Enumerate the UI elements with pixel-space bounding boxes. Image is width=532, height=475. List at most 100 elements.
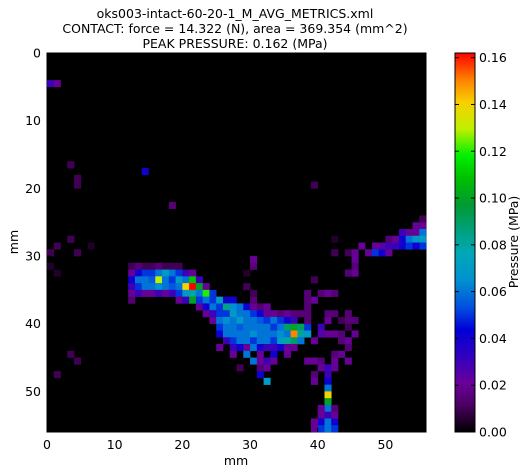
heatmap-cell [324,391,332,399]
heatmap-cell [351,269,359,277]
heatmap-cell [53,80,61,88]
heatmap-cell [168,262,176,270]
heatmap-cell [277,344,285,352]
heatmap-cell [155,262,163,270]
heatmap-cell [141,269,149,277]
heatmap-cell [277,316,285,325]
heatmap-cell [209,289,217,297]
heatmap-cell [256,364,264,372]
heatmap-cell [317,357,325,365]
heatmap-cell [155,283,163,291]
colorbar-tick-label: 0.04 [479,331,507,346]
heatmap-cell [351,256,359,264]
heatmap-cell [256,310,264,318]
heatmap-cell [128,276,136,284]
heatmap-cell [412,235,420,243]
heatmap-cell [47,249,55,257]
heatmap-cell [236,344,244,352]
heatmap-cell [351,262,359,270]
heatmap-cell [263,310,271,318]
heatmap-cell [256,350,264,358]
heatmap-cell [148,262,156,270]
colorbar-tick-label: 0.12 [479,144,507,159]
heatmap-cell [209,310,217,318]
heatmap-cell [412,228,420,237]
heatmap-cell [229,344,237,352]
heatmap-cell [222,337,231,345]
heatmap-cell [250,337,258,345]
heatmap-cell [270,310,278,318]
heatmap-cell [338,316,346,325]
heatmap-cell [283,323,291,331]
heatmap-cell [310,276,319,284]
heatmap-cell [304,310,312,318]
heatmap-cell [243,350,251,358]
heatmap-cell [331,235,339,243]
heatmap-cell [168,201,176,209]
heatmap-cell [87,242,95,250]
heatmap-cell [243,330,251,338]
heatmap-cell [216,316,224,325]
heatmap-cell [270,316,278,325]
heatmap-cell [155,289,163,297]
heatmap-cell [310,357,319,365]
heatmap-cell [250,262,258,270]
heatmap-cell [67,161,75,169]
colorbar-ticks: 0.00 0.02 0.04 0.06 0.08 0.10 0.12 0.14 0.16 [455,50,507,440]
heatmap-cell [229,337,237,345]
heatmap-cell [263,323,271,331]
heatmap-cell [317,323,325,331]
heatmap-cell [412,242,420,250]
x-tick-label: 0 [43,437,51,452]
heatmap-cell [331,310,339,318]
heatmap-cell [263,330,271,338]
heatmap-cell [324,330,332,338]
heatmap-cell [229,323,237,331]
heatmap-cell [189,269,197,277]
heatmap-cell [344,323,352,331]
heatmap-cell [344,344,352,352]
heatmap-cell [216,310,224,318]
heatmap-cell [324,404,332,412]
heatmap-cell [189,296,197,304]
heatmap-cell [338,330,346,338]
heatmap-cell [209,316,217,325]
heatmap-cell [236,330,244,338]
heatmap-cell [134,262,143,270]
heatmap-cell [392,242,400,250]
heatmap-cell [331,418,339,426]
heatmap-cell [277,323,285,331]
heatmap-cell [290,344,298,352]
heatmap-cell [290,330,298,338]
heatmap-cell [162,276,170,284]
heatmap-cell [324,411,332,419]
heatmap-cell [222,316,231,325]
heatmap-cell [304,323,312,331]
heatmap-cell [365,249,373,257]
heatmap-cell [310,377,319,385]
heatmap-cell [202,289,210,297]
chart-subtitle-peak: PEAK PRESSURE: 0.162 (MPa) [143,36,328,51]
heatmap-cell [243,283,251,291]
heatmap-cell [324,310,332,318]
heatmap-cell [250,289,258,297]
colorbar-label: Pressure (MPa) [506,196,521,289]
heatmap-cell [256,357,264,365]
heatmap-cell [182,283,190,291]
heatmap-cell [385,249,393,257]
heatmap-cell [162,262,170,270]
heatmap-cell [141,262,149,270]
heatmap-cell [263,316,271,325]
heatmap-cell [182,269,190,277]
heatmap-cell [243,310,251,318]
heatmap-cell [250,256,258,264]
heatmap-cell [148,276,156,284]
heatmap-cell [128,262,136,270]
heatmap-cell [290,323,298,331]
x-tick-label: 30 [242,437,258,452]
heatmap-cell [283,344,291,352]
heatmap-cell [283,337,291,345]
heatmap-cell [216,323,224,331]
heatmap-cell [128,296,136,304]
